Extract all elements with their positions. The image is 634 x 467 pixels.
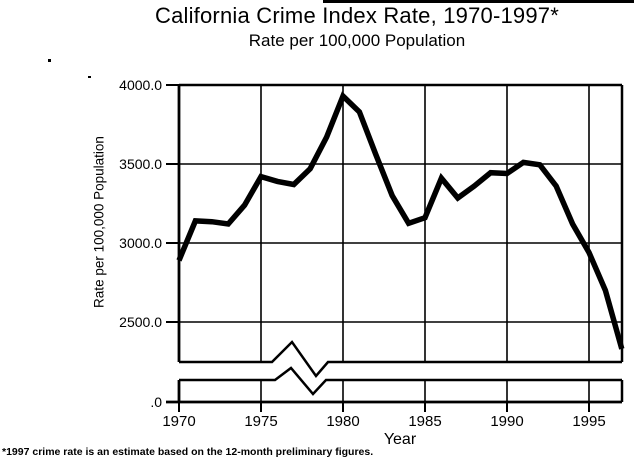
scan-artifact-dot [88,76,91,78]
y-tick-label-baseline: .0 [150,394,162,410]
plot-border-bottom-axis-break [179,340,622,379]
x-tick-label: 1980 [326,413,360,430]
footnote-text: *1997 crime rate is an estimate based on… [2,446,374,458]
scan-artifact-dot [48,59,51,62]
x-tick-label: 1990 [490,413,524,430]
y-tick-label: 4000.0 [119,77,162,93]
crime-rate-line [176,91,625,350]
chart-subtitle: Rate per 100,000 Population [248,31,466,50]
chart-title: California Crime Index Rate, 1970-1997* [154,3,559,28]
scan-artifact-line [323,0,634,3]
x-tick-label: 1975 [244,413,278,430]
x-tick-label: 1970 [162,413,196,430]
x-axis-title: Year [383,431,417,448]
y-tick-label: 3000.0 [119,235,162,251]
y-tick-label: 3500.0 [119,156,162,172]
x-tick-label: 1985 [408,413,442,430]
x-tick-label: 1995 [572,413,606,430]
y-tick-label: 2500.0 [119,314,162,330]
strip-border-top-axis-break [179,366,622,396]
